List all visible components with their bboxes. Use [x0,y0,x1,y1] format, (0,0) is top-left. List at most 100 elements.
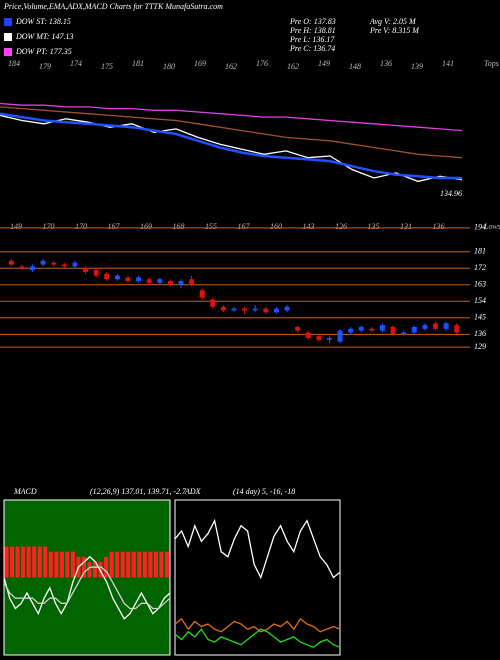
top-label: 149 [318,59,330,68]
top-label: 181 [132,59,144,68]
candle-body [167,281,173,285]
histogram-bar [120,551,125,578]
info-text: Pre O: 137.83 [289,17,336,26]
histogram-bar [153,551,158,578]
histogram-bar [142,551,147,578]
low-label: 167 [108,222,121,231]
candle-body [30,266,36,271]
y-tick-label: 145 [474,313,486,322]
histogram-bar [93,562,98,578]
histogram-bar [10,546,15,578]
histogram-bar [148,551,153,578]
series-line [0,106,463,159]
series-line [0,114,463,183]
candle-body [411,326,417,333]
histogram-bar [131,551,136,578]
histogram-bar [21,546,26,578]
top-label: 139 [411,62,423,71]
y-tick-label: 163 [474,280,486,289]
candle-body [273,308,279,313]
series-line [3,555,171,620]
top-label: 174 [70,59,82,68]
histogram-bar [32,546,37,578]
candle-body [220,306,226,311]
histogram-bar [48,551,53,578]
low-label: 126 [335,222,347,231]
candle-body [210,299,216,307]
candle-body [231,308,237,311]
candle-body [136,277,142,282]
candle-body [263,308,269,313]
low-label: 136 [433,222,445,231]
candle-body [358,326,364,331]
candle-body [252,308,258,311]
panel-subtitle: (14 day) 5, -16, -18 [233,487,295,496]
panel-title: MACD [13,487,37,496]
series-line [174,628,341,649]
low-label: 169 [140,222,152,231]
low-label: 160 [270,222,282,231]
top-label: 162 [225,62,237,71]
histogram-bar [87,562,92,578]
candle-body [401,332,407,335]
histogram-bar [104,556,109,578]
top-label: 162 [287,62,299,71]
candle-body [443,323,449,329]
top-label: 148 [349,62,361,71]
histogram-bar [70,551,75,578]
top-label: 136 [380,59,392,68]
histogram-bar [159,551,164,578]
low-label: 168 [173,222,185,231]
candle-body [83,268,89,272]
histogram-bar [43,546,48,578]
candle-body [146,279,152,283]
lows-caption: Lows [483,222,500,231]
info-text: Pre L: 136.17 [289,35,335,44]
candle-body [8,260,14,265]
top-label: 179 [39,62,51,71]
histogram-bar [115,551,120,578]
series-line [0,112,462,180]
candle-body [178,281,184,285]
histogram-bar [164,551,169,578]
histogram-bar [65,551,70,578]
series-line [174,617,341,633]
top-label: 176 [256,59,268,68]
candle-body [114,275,120,280]
last-price: 134.96 [440,189,462,198]
candle-body [422,325,428,329]
panel-subtitle: (12,26,9) 137.01, 139.71, -2.7 [90,487,187,496]
candle-body [369,328,375,331]
candle-body [157,279,163,283]
candle-body [379,325,385,331]
y-tick-label: 181 [474,247,486,256]
low-label: 131 [400,222,412,231]
candle-body [242,308,248,311]
top-label: 175 [101,62,113,71]
low-label: 143 [303,222,315,231]
series-line [174,518,341,580]
candle-body [61,264,67,267]
y-tick-label: 136 [474,329,486,338]
info-text: Avg V: 2.05 M [369,17,417,26]
low-label: 170 [43,222,55,231]
histogram-bar [126,551,131,578]
page-title: Price,Volume,EMA,ADX,MACD Charts for TTT… [3,2,223,11]
candle-body [104,273,110,280]
histogram-bar [15,546,20,578]
info-text: Pre V: 8.315 M [369,26,420,35]
tops-caption: Tops [484,59,499,68]
legend-label: DOW ST: 138.15 [15,17,71,26]
top-label: 184 [8,59,20,68]
candle-body [199,290,205,298]
info-text: Pre H: 138.81 [289,26,336,35]
low-label: 170 [75,222,87,231]
y-tick-label: 154 [474,296,486,305]
candle-body [305,332,311,338]
candle-body [326,337,332,340]
info-text: Pre C: 136.74 [289,44,335,53]
y-tick-label: 172 [474,263,486,272]
histogram-bar [37,546,42,578]
candle-body [72,262,78,267]
